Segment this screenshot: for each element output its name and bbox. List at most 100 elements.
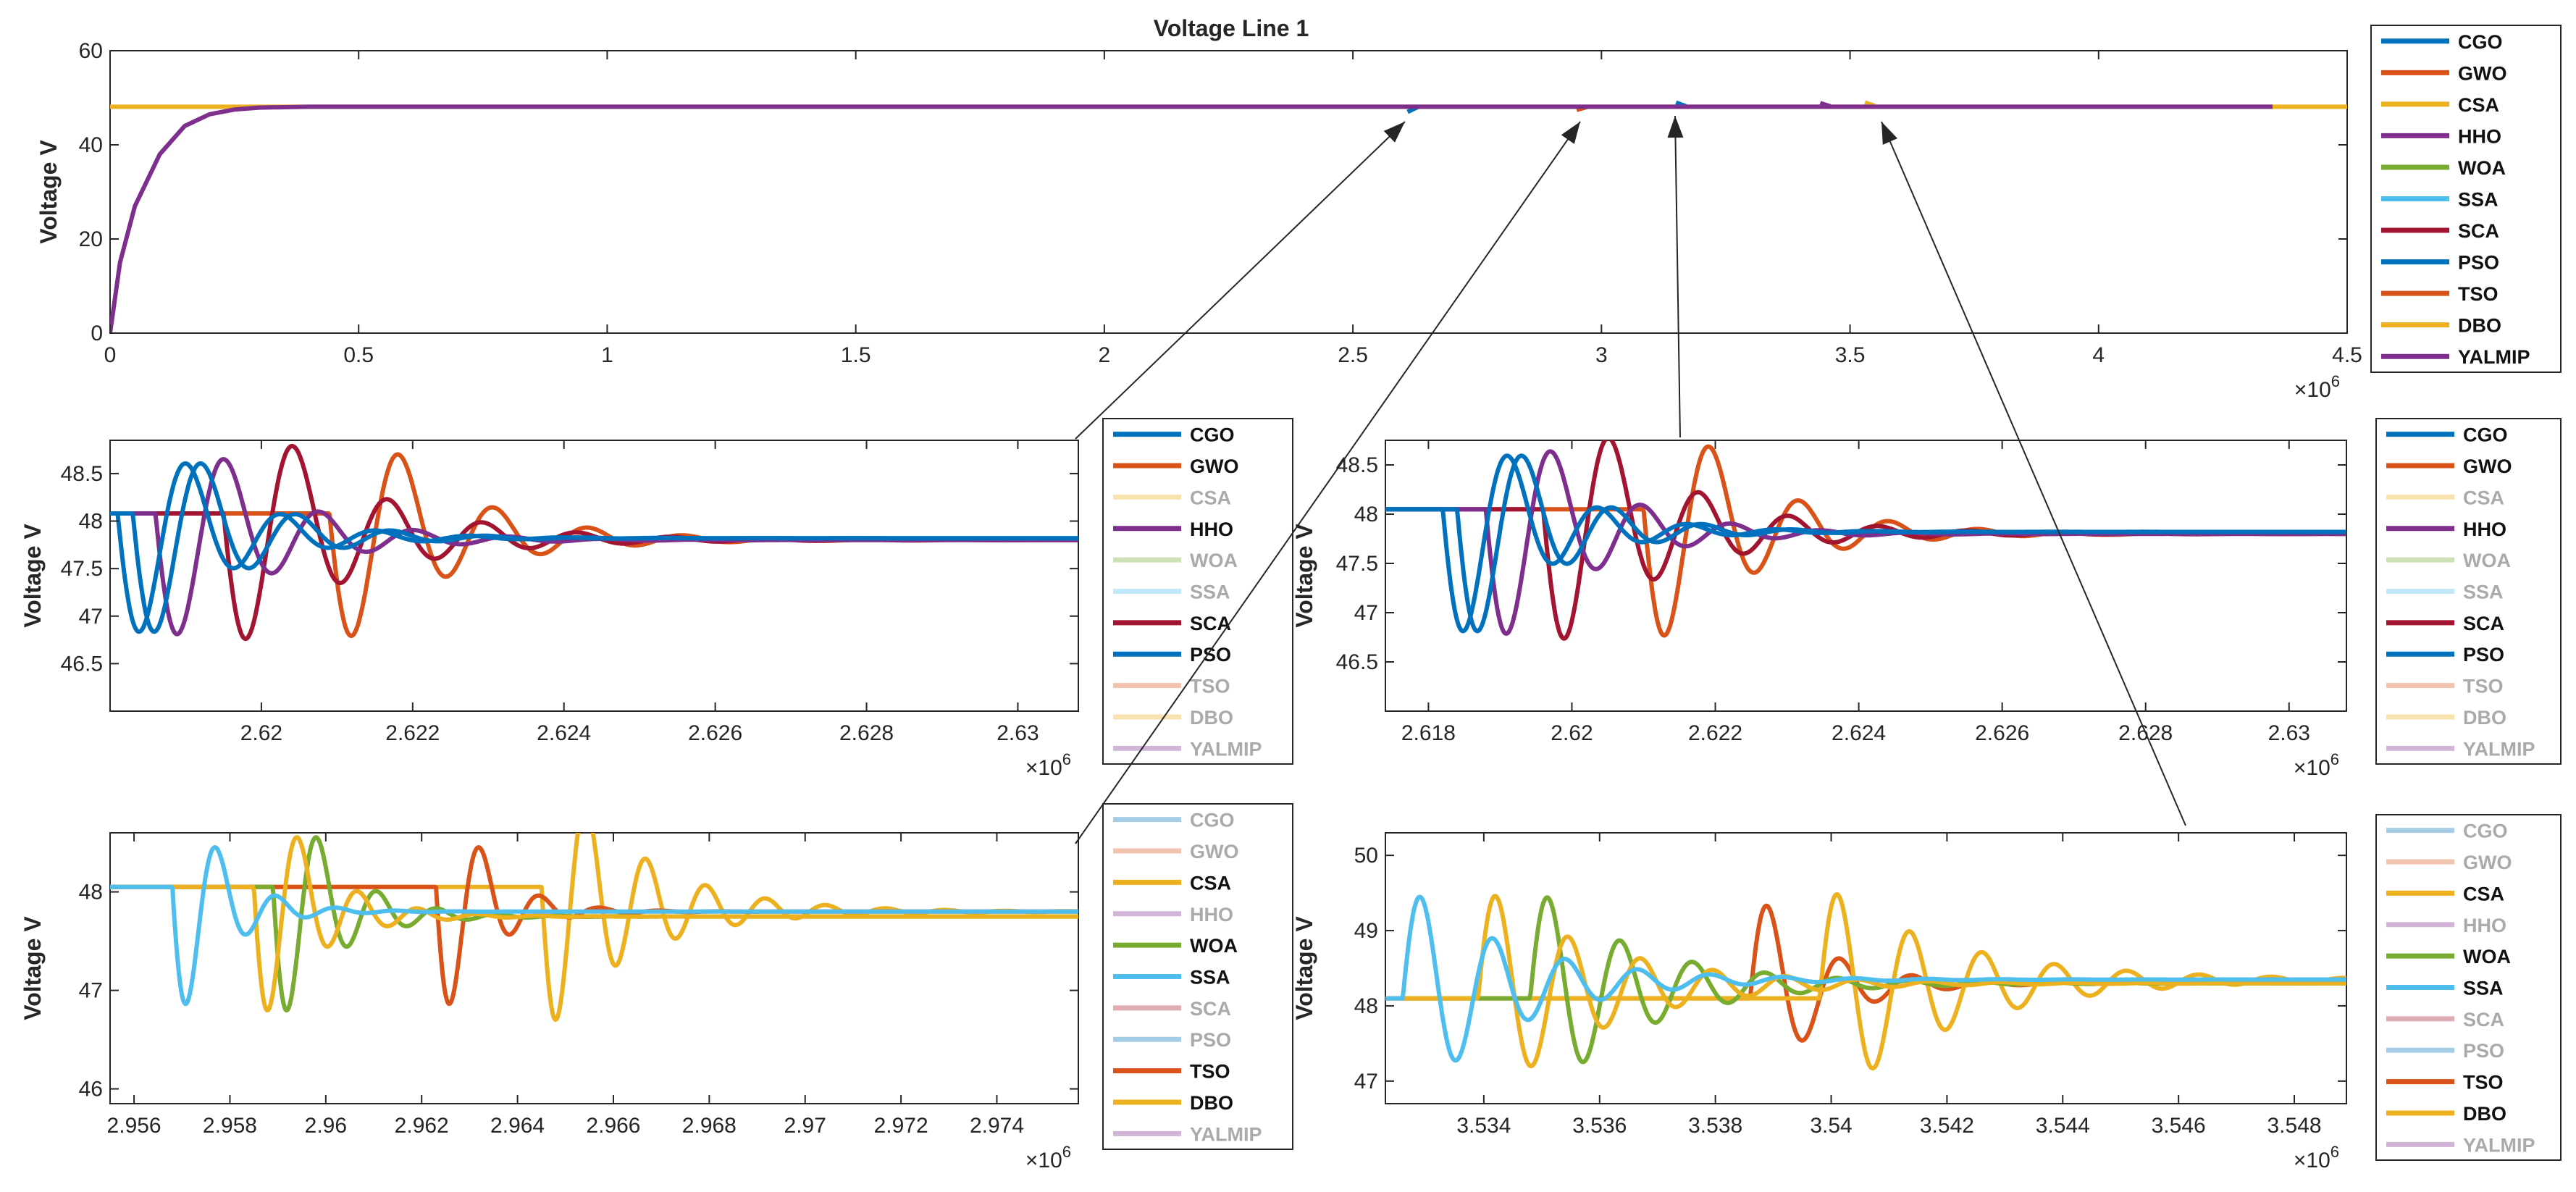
legend-label-zoom2-dbo: DBO bbox=[2463, 707, 2506, 729]
y-axis-label-zoom2: Voltage V bbox=[1291, 524, 1317, 628]
y-tick-label-zoom2: 46.5 bbox=[1336, 650, 1378, 674]
series-line-main-yalmip bbox=[110, 104, 2273, 333]
legend-label-zoom4-woa: WOA bbox=[2463, 946, 2511, 968]
x-exponent-label-zoom3: ×106 bbox=[1025, 1143, 1071, 1172]
legend-label-zoom2-pso: PSO bbox=[2463, 644, 2504, 666]
x-tick-label-zoom1: 2.624 bbox=[537, 721, 591, 745]
zoom-arrow-2 bbox=[1075, 121, 1581, 844]
series-line-zoom3-csa bbox=[110, 835, 1078, 1013]
x-tick-label-main: 4 bbox=[2092, 343, 2105, 367]
y-axis-label-main: Voltage V bbox=[35, 140, 62, 244]
y-tick-label-main: 0 bbox=[91, 322, 103, 345]
x-tick-label-zoom1: 2.62 bbox=[240, 721, 282, 745]
axes-main: 0 0.5 1 1.5 2 2.5 3 3.5 4 4.5 0 20 40 60 Voltage V ×106… bbox=[35, 25, 2562, 402]
x-tick-label-zoom3: 2.964 bbox=[490, 1114, 545, 1138]
x-tick-label-zoom4: 3.54 bbox=[1810, 1114, 1852, 1138]
x-tick-label-zoom4: 3.546 bbox=[2152, 1114, 2206, 1138]
series-line-zoom3-ssa bbox=[110, 845, 1078, 1007]
legend-label-zoom2-hho: HHO bbox=[2463, 519, 2506, 540]
legend-label-zoom4-cgo: CGO bbox=[2463, 820, 2508, 842]
x-tick-label-zoom4: 3.534 bbox=[1456, 1114, 1511, 1138]
zoom-arrow-head-3 bbox=[1667, 116, 1684, 138]
legend-label-zoom4-csa: CSA bbox=[2463, 883, 2504, 905]
legend-label-zoom3-cgo: CGO bbox=[1190, 810, 1235, 831]
x-tick-label-main: 0.5 bbox=[343, 343, 374, 367]
legend-label-main-hho: HHO bbox=[2458, 125, 2501, 147]
legend-label-zoom3-yalmip: YALMIP bbox=[1190, 1123, 1262, 1145]
y-axis-label-zoom1: Voltage V bbox=[20, 524, 46, 628]
x-tick-label-zoom3: 2.972 bbox=[874, 1114, 928, 1138]
x-exponent-label-zoom2: ×106 bbox=[2294, 750, 2339, 780]
legend-zoom2: CGO GWO CSA HHO WOA SSA SCA PSO TSO DBO YALMIP bbox=[2375, 418, 2562, 765]
x-tick-label-zoom2: 2.62 bbox=[1551, 721, 1593, 745]
legend-label-zoom4-gwo: GWO bbox=[2463, 852, 2512, 873]
x-tick-label-zoom4: 3.542 bbox=[1920, 1114, 1974, 1138]
legend-label-main-ssa: SSA bbox=[2458, 189, 2499, 211]
x-tick-label-main: 3 bbox=[1595, 343, 1608, 367]
legend-label-zoom4-yalmip: YALMIP bbox=[2463, 1134, 2535, 1156]
x-tick-label-zoom4: 3.548 bbox=[2267, 1114, 2322, 1138]
legend-label-zoom4-dbo: DBO bbox=[2463, 1103, 2506, 1125]
x-tick-label-zoom1: 2.626 bbox=[688, 721, 742, 745]
series-line-zoom1-cgo bbox=[110, 461, 1078, 634]
y-tick-label-main: 40 bbox=[79, 133, 103, 157]
y-tick-label-zoom2: 48.5 bbox=[1336, 453, 1378, 477]
x-tick-label-main: 2 bbox=[1099, 343, 1111, 367]
y-tick-label-zoom4: 49 bbox=[1354, 919, 1378, 943]
legend-label-zoom2-ssa: SSA bbox=[2463, 582, 2504, 603]
legend-label-zoom3-ssa: SSA bbox=[1190, 967, 1230, 989]
legend-label-zoom3-pso: PSO bbox=[1190, 1029, 1231, 1051]
plot-area-main bbox=[109, 50, 2348, 334]
x-tick-label-zoom4: 3.538 bbox=[1688, 1114, 1742, 1138]
series-group-zoom1 bbox=[110, 443, 1078, 642]
axes-zoom3: 2.956 2.958 2.96 2.962 2.964 2.966 2.968 2.97 2.… bbox=[20, 803, 1293, 1172]
legend-label-zoom3-woa: WOA bbox=[1190, 935, 1238, 957]
y-axis-label-zoom3: Voltage V bbox=[20, 916, 46, 1020]
plot-area-zoom3 bbox=[109, 832, 1079, 1104]
legend-label-zoom3-csa: CSA bbox=[1190, 872, 1231, 894]
series-group-zoom3 bbox=[110, 833, 1078, 1023]
legend-box-zoom2 bbox=[2375, 418, 2562, 765]
series-line-zoom2-cgo bbox=[1385, 453, 2346, 634]
legend-label-zoom2-woa: WOA bbox=[2463, 550, 2511, 571]
legend-label-zoom4-ssa: SSA bbox=[2463, 978, 2504, 999]
legend-label-main-dbo: DBO bbox=[2458, 315, 2501, 337]
legend-label-main-gwo: GWO bbox=[2458, 62, 2507, 84]
legend-label-zoom1-cgo: CGO bbox=[1190, 424, 1235, 446]
legend-label-zoom1-dbo: DBO bbox=[1190, 707, 1233, 729]
x-tick-label-zoom4: 3.544 bbox=[2036, 1114, 2090, 1138]
legend-label-main-cgo: CGO bbox=[2458, 31, 2503, 53]
x-tick-label-main: 1 bbox=[601, 343, 613, 367]
axes-zoom1: 2.62 2.622 2.624 2.626 2.628 2.63 46.5 47 47.5 48… bbox=[20, 418, 1293, 780]
legend-zoom4: CGO GWO CSA HHO WOA SSA SCA PSO TSO DBO YALMIP bbox=[2375, 814, 2562, 1161]
x-tick-label-main: 2.5 bbox=[1338, 343, 1368, 367]
x-tick-label-zoom1: 2.63 bbox=[997, 721, 1039, 745]
legend-label-zoom2-gwo: GWO bbox=[2463, 456, 2512, 477]
zoom-arrow-1 bbox=[1075, 121, 1406, 440]
x-tick-label-zoom2: 2.622 bbox=[1688, 721, 1742, 745]
legend-label-main-sca: SCA bbox=[2458, 220, 2499, 242]
legend-label-zoom1-pso: PSO bbox=[1190, 644, 1231, 666]
x-tick-label-zoom3: 2.962 bbox=[395, 1114, 449, 1138]
figure-title: Voltage Line 1 bbox=[1154, 15, 1309, 41]
axes-zoom2: 2.618 2.62 2.622 2.624 2.626 2.628 2.6346.5474… bbox=[1291, 418, 2562, 780]
plot-area-zoom1 bbox=[109, 440, 1079, 712]
legend-label-zoom3-gwo: GWO bbox=[1190, 841, 1239, 862]
plot-area-zoom2 bbox=[1385, 440, 2347, 712]
legend-label-zoom4-hho: HHO bbox=[2463, 915, 2506, 936]
legend-label-zoom4-sca: SCA bbox=[2463, 1009, 2504, 1031]
x-tick-label-zoom3: 2.968 bbox=[682, 1114, 737, 1138]
x-tick-label-zoom1: 2.622 bbox=[385, 721, 440, 745]
legend-label-zoom1-hho: HHO bbox=[1190, 519, 1233, 540]
x-tick-label-zoom3: 2.956 bbox=[107, 1114, 161, 1138]
x-tick-label-zoom4: 3.536 bbox=[1572, 1114, 1627, 1138]
legend-label-zoom2-tso: TSO bbox=[2463, 676, 2504, 697]
legend-label-zoom1-woa: WOA bbox=[1190, 550, 1238, 571]
legend-zoom3: CGO GWO CSA HHO WOA SSA SCA PSO TSO DBO YALMIP bbox=[1102, 803, 1293, 1150]
x-tick-label-zoom3: 2.966 bbox=[586, 1114, 640, 1138]
y-tick-label-zoom3: 48 bbox=[79, 881, 103, 905]
y-tick-label-zoom1: 48.5 bbox=[61, 462, 103, 486]
x-tick-label-zoom2: 2.626 bbox=[1975, 721, 2029, 745]
